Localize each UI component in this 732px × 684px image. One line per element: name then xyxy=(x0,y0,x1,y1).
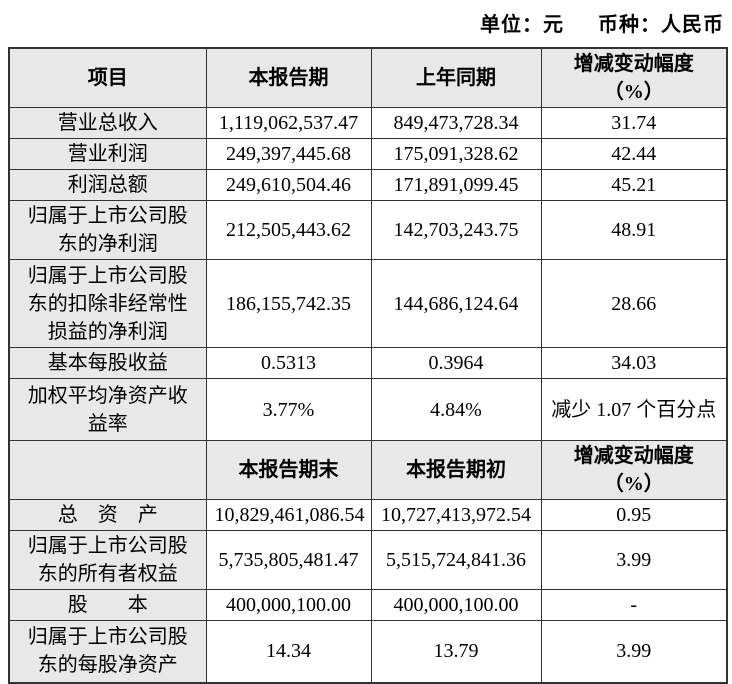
table-row: 利润总额 249,610,504.46 171,891,099.45 45.21 xyxy=(8,169,728,201)
prior-value-cell: 5,515,724,841.36 xyxy=(370,530,542,590)
table-row: 归属于上市公司股东的扣除非经常性损益的净利润 186,155,742.35 14… xyxy=(8,259,728,348)
item-cell: 股 本 xyxy=(8,589,207,621)
change-cell: 31.74 xyxy=(540,107,728,139)
column-header-current-period: 本报告期 xyxy=(205,47,372,108)
prior-value-cell: 0.3964 xyxy=(370,347,542,379)
current-value-cell: 5,735,805,481.47 xyxy=(205,530,372,590)
current-value-cell: 1,119,062,537.47 xyxy=(205,107,372,139)
change-cell: 48.91 xyxy=(540,200,728,260)
currency-label: 币种：人民币 xyxy=(598,14,724,36)
change-cell: 0.95 xyxy=(540,499,728,531)
prior-value-cell: 10,727,413,972.54 xyxy=(370,499,542,531)
current-value-cell: 212,505,443.62 xyxy=(205,200,372,260)
table-row: 营业利润 249,397,445.68 175,091,328.62 42.44 xyxy=(8,138,728,170)
table-row: 归属于上市公司股东的所有者权益 5,735,805,481.47 5,515,7… xyxy=(8,530,728,590)
table-row: 总 资 产 10,829,461,086.54 10,727,413,972.5… xyxy=(8,499,728,531)
table-row: 基本每股收益 0.5313 0.3964 34.03 xyxy=(8,347,728,379)
table-row: 归属于上市公司股东的净利润 212,505,443.62 142,703,243… xyxy=(8,200,728,260)
prior-value-cell: 175,091,328.62 xyxy=(370,138,542,170)
change-cell: - xyxy=(540,589,728,621)
item-cell: 基本每股收益 xyxy=(8,347,207,379)
current-value-cell: 186,155,742.35 xyxy=(205,259,372,348)
column-header-period-end: 本报告期末 xyxy=(205,440,372,500)
item-cell: 归属于上市公司股东的扣除非经常性损益的净利润 xyxy=(8,259,207,348)
item-cell: 加权平均净资产收益率 xyxy=(8,378,207,441)
table-header-row: 项目 本报告期 上年同期 增减变动幅度（%） xyxy=(8,47,728,108)
unit-currency-line: 单位：元 币种：人民币 xyxy=(480,8,724,37)
item-cell: 总 资 产 xyxy=(8,499,207,531)
prior-value-cell: 4.84% xyxy=(370,378,542,441)
item-cell: 归属于上市公司股东的所有者权益 xyxy=(8,530,207,590)
item-cell: 营业利润 xyxy=(8,138,207,170)
current-value-cell: 3.77% xyxy=(205,378,372,441)
item-cell: 归属于上市公司股东的净利润 xyxy=(8,200,207,260)
table-row: 加权平均净资产收益率 3.77% 4.84% 减少 1.07 个百分点 xyxy=(8,378,728,441)
table-row: 营业总收入 1,119,062,537.47 849,473,728.34 31… xyxy=(8,107,728,139)
column-header-prior-period: 上年同期 xyxy=(370,47,542,108)
unit-label: 单位：元 xyxy=(480,14,564,36)
column-header-period-start: 本报告期初 xyxy=(370,440,542,500)
column-header-change: 增减变动幅度（%） xyxy=(540,47,728,108)
current-value-cell: 400,000,100.00 xyxy=(205,589,372,621)
prior-value-cell: 849,473,728.34 xyxy=(370,107,542,139)
table-subheader-row: 本报告期末 本报告期初 增减变动幅度（%） xyxy=(8,440,728,500)
table-row: 股 本 400,000,100.00 400,000,100.00 - xyxy=(8,589,728,621)
change-cell: 28.66 xyxy=(540,259,728,348)
column-header-item: 项目 xyxy=(8,47,207,108)
current-value-cell: 249,397,445.68 xyxy=(205,138,372,170)
prior-value-cell: 171,891,099.45 xyxy=(370,169,542,201)
item-cell: 利润总额 xyxy=(8,169,207,201)
change-cell: 3.99 xyxy=(540,530,728,590)
change-cell: 减少 1.07 个百分点 xyxy=(540,378,728,441)
prior-value-cell: 400,000,100.00 xyxy=(370,589,542,621)
financial-summary-table: 项目 本报告期 上年同期 增减变动幅度（%） 营业总收入 1,119,062,5… xyxy=(8,47,728,684)
column-header-blank xyxy=(8,440,207,500)
prior-value-cell: 144,686,124.64 xyxy=(370,259,542,348)
change-cell: 42.44 xyxy=(540,138,728,170)
change-cell: 34.03 xyxy=(540,347,728,379)
change-cell: 45.21 xyxy=(540,169,728,201)
item-cell: 营业总收入 xyxy=(8,107,207,139)
current-value-cell: 0.5313 xyxy=(205,347,372,379)
column-header-change: 增减变动幅度（%） xyxy=(540,440,728,500)
prior-value-cell: 142,703,243.75 xyxy=(370,200,542,260)
current-value-cell: 249,610,504.46 xyxy=(205,169,372,201)
current-value-cell: 10,829,461,086.54 xyxy=(205,499,372,531)
